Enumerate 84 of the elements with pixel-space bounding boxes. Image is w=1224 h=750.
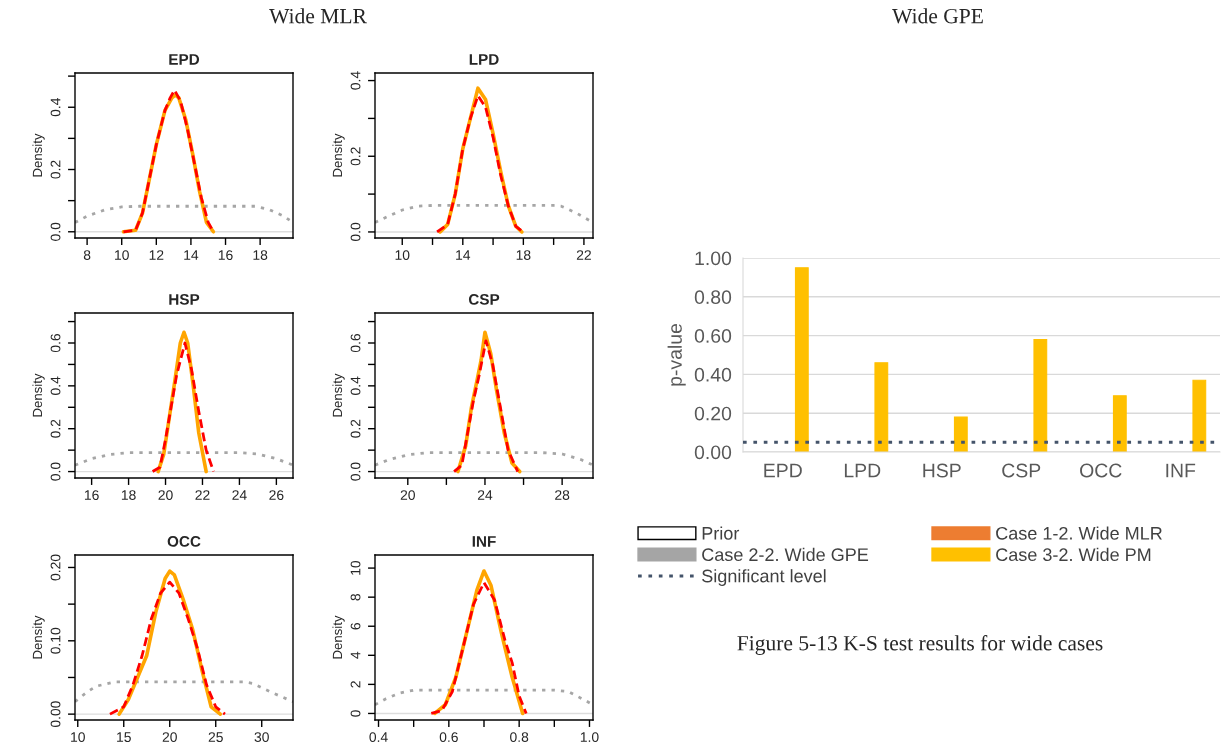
y-tick-label: 0.00	[694, 445, 732, 460]
legend-label: Prior	[702, 526, 740, 540]
y-tick-label: 0.2	[350, 419, 361, 438]
x-tick-label: 10	[395, 250, 410, 261]
y-tick-label: 0.60	[694, 329, 732, 343]
y-axis-title: p-value	[667, 323, 686, 386]
y-tick-label: 0.0	[50, 222, 61, 241]
y-tick-label: 0.4	[350, 376, 361, 395]
x-tick-label: 8	[83, 250, 91, 261]
legend-label: Significant level	[702, 569, 826, 586]
x-tick-label: 25	[208, 732, 223, 743]
x-tick-label: 0.8	[510, 732, 529, 743]
x-tick-label: INF	[1166, 463, 1196, 478]
y-axis-title: Density	[332, 373, 345, 417]
y-tick-label: 4	[350, 651, 361, 659]
y-tick-label: 0.4	[350, 71, 361, 90]
chart-title: HSP	[169, 294, 200, 305]
x-tick-label: 18	[516, 250, 531, 261]
caption: Figure 5-13 K-S test results for wide cases	[737, 635, 1103, 655]
y-tick-label: 0.2	[50, 419, 61, 438]
x-tick-label: 14	[184, 250, 199, 260]
y-tick-label: 0.4	[50, 376, 61, 395]
chart-title: INF	[472, 536, 496, 547]
y-tick-label: 0.40	[694, 367, 732, 382]
y-tick-label: 0.0	[350, 462, 361, 481]
x-tick-label: 10	[71, 732, 85, 743]
y-axis-title: Density	[32, 133, 45, 177]
text: Wide MLR	[269, 8, 367, 24]
x-tick-label: 20	[400, 490, 415, 501]
y-tick-label: 0.10	[50, 627, 61, 654]
y-tick-label: 8	[350, 593, 361, 601]
x-tick-label: 22	[195, 490, 210, 500]
y-tick-label: 1.00	[695, 251, 732, 266]
text: Wide GPE	[892, 8, 983, 24]
y-tick-label: 0.0	[350, 222, 361, 242]
chart-title: CSP	[468, 294, 500, 305]
x-tick-label: 18	[121, 490, 136, 501]
y-tick-label: 0	[350, 710, 361, 717]
y-tick-label: 0.00	[50, 701, 61, 728]
legend-label: Case 1-2. Wide MLR	[996, 526, 1162, 540]
y-tick-label: 0.2	[50, 160, 61, 179]
x-tick-label: 18	[253, 250, 268, 261]
x-tick-label: 16	[218, 250, 233, 261]
x-tick-label: 28	[555, 490, 570, 501]
x-tick-label: 15	[117, 732, 131, 743]
x-tick-label: 1.0	[580, 732, 599, 743]
y-axis-title: Density	[332, 615, 345, 659]
y-tick-label: 0.20	[694, 406, 732, 421]
y-tick-label: 0.80	[694, 290, 732, 305]
x-tick-label: EPD	[764, 463, 802, 478]
legend-label: Case 2-2. Wide GPE	[702, 547, 869, 562]
y-axis-title: Density	[32, 615, 45, 659]
x-tick-label: 12	[149, 250, 164, 260]
y-axis-title: Density	[32, 373, 45, 417]
x-tick-label: 30	[254, 732, 269, 743]
x-tick-label: CSP	[1002, 463, 1041, 478]
y-tick-label: 6	[350, 622, 361, 630]
chart-title: OCC	[167, 536, 201, 547]
chart-title: EPD	[169, 54, 200, 65]
y-axis-title: Density	[332, 133, 345, 177]
y-tick-label: 10	[350, 560, 361, 575]
y-tick-label: 0.6	[350, 333, 361, 353]
x-tick-label: 16	[84, 490, 99, 501]
y-tick-label: 0.4	[50, 98, 61, 117]
chart-title: LPD	[469, 54, 499, 65]
x-tick-label: 20	[158, 490, 173, 501]
x-tick-label: 14	[456, 250, 471, 260]
y-tick-label: 2	[350, 681, 361, 688]
x-tick-label: LPD	[844, 463, 881, 478]
x-tick-label: 10	[115, 250, 129, 261]
y-tick-label: 0.20	[50, 554, 61, 581]
y-tick-label: 0.6	[50, 333, 61, 353]
x-tick-label: 26	[269, 490, 284, 501]
y-tick-label: 0.2	[350, 147, 361, 166]
y-tick-label: 0.0	[50, 462, 61, 481]
x-tick-label: 24	[477, 490, 493, 500]
x-tick-label: 0.6	[439, 732, 458, 743]
x-tick-label: 20	[162, 732, 177, 743]
x-tick-label: HSP	[923, 463, 961, 478]
x-tick-label: OCC	[1080, 463, 1122, 478]
x-tick-label: 22	[576, 250, 591, 260]
x-tick-label: 24	[232, 490, 247, 500]
x-tick-label: 0.4	[369, 732, 388, 743]
legend-label: Case 3-2. Wide PM	[996, 547, 1151, 562]
